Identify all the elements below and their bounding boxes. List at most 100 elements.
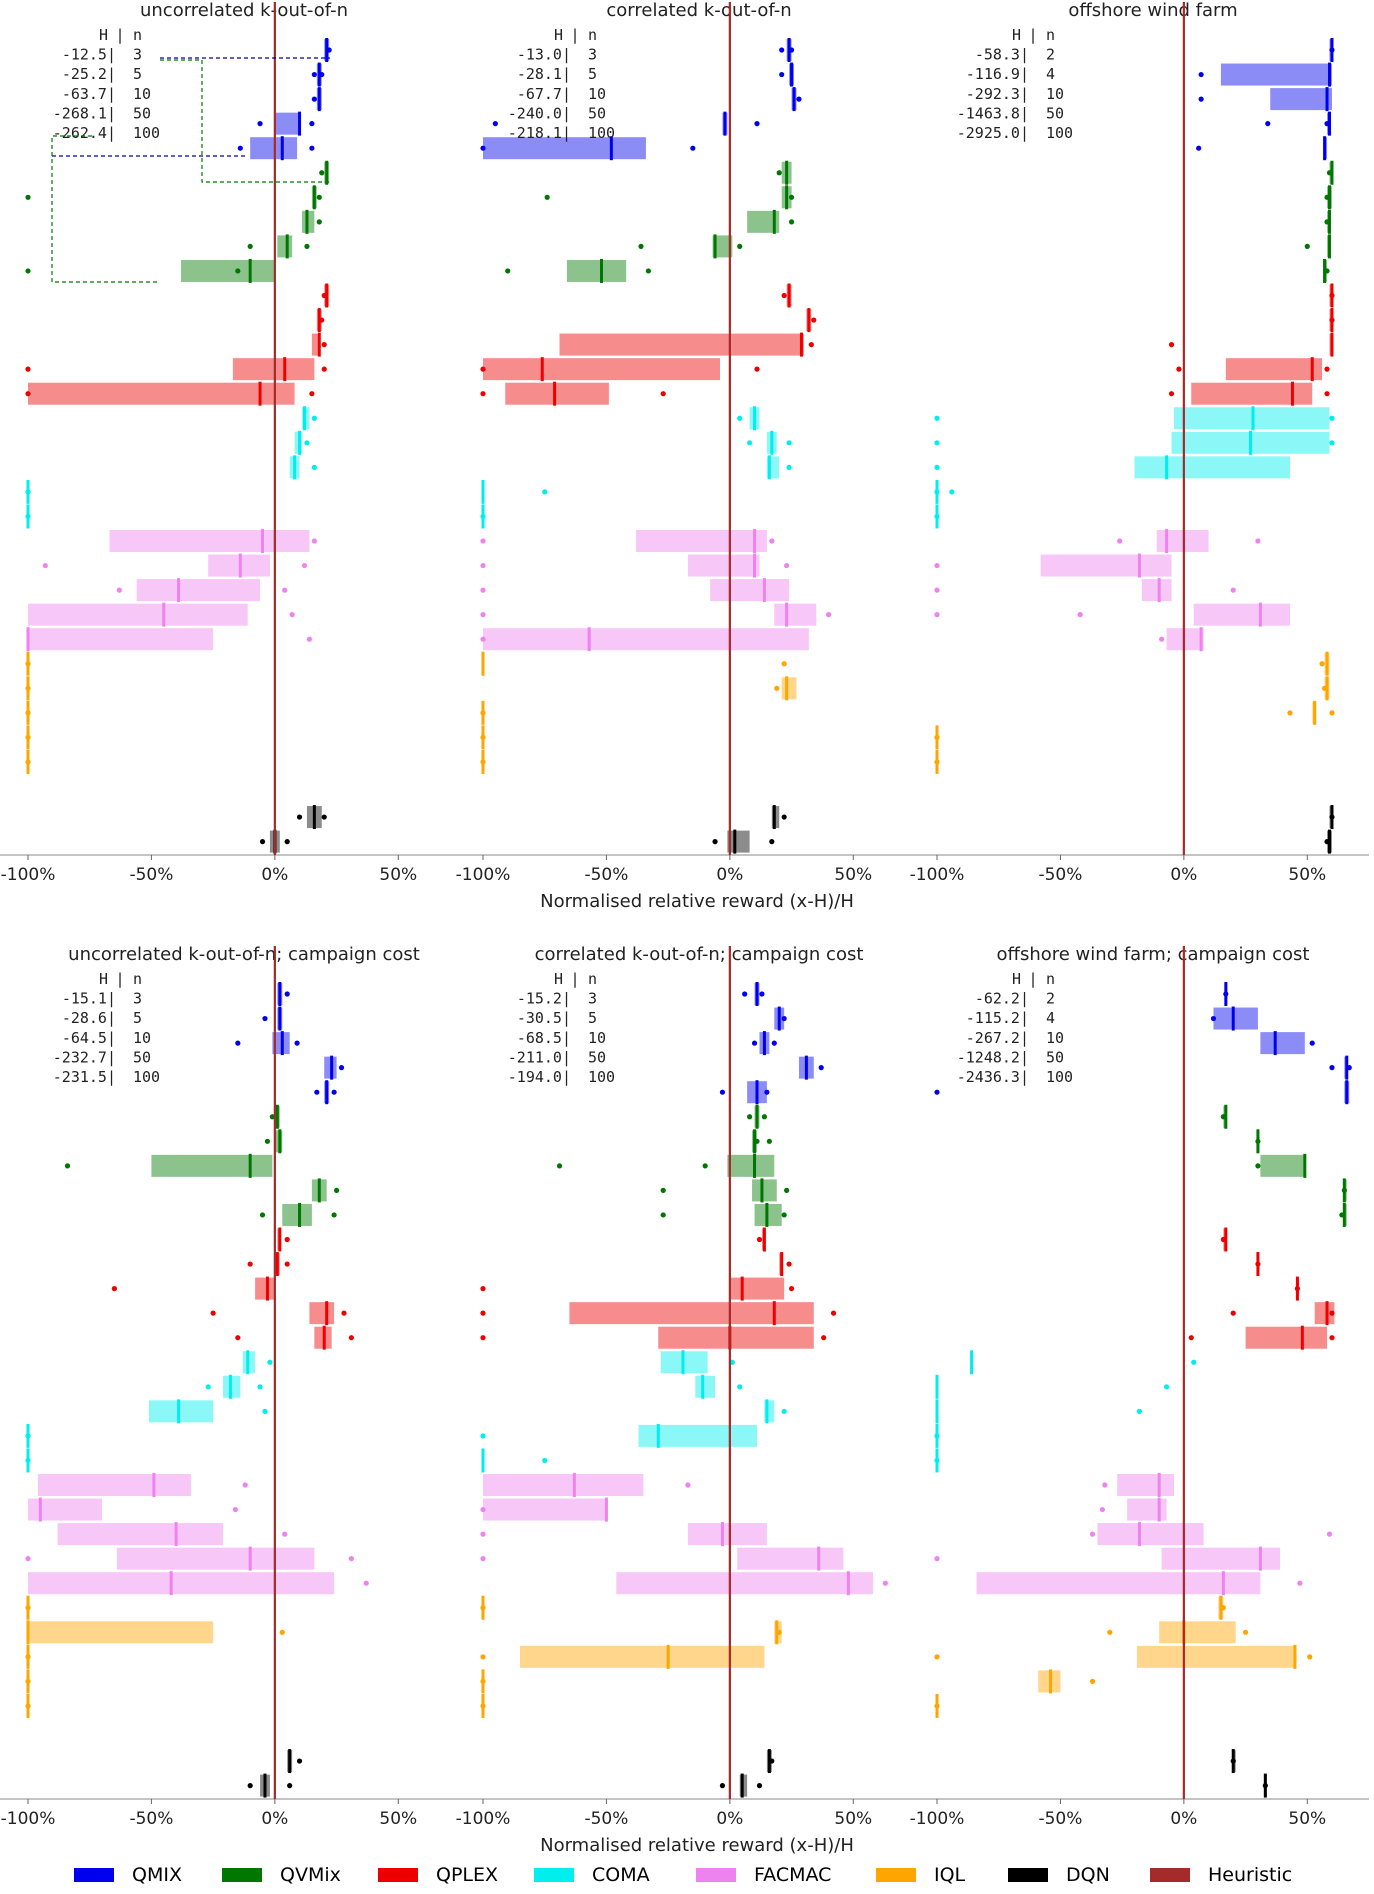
- outlier-point-qmix: [309, 121, 315, 127]
- outlier-point-iql: [1307, 1654, 1313, 1660]
- outlier-point-qmix: [1223, 991, 1229, 997]
- x-tick-label: -100%: [456, 865, 511, 885]
- box-iql: [28, 1621, 214, 1644]
- table-cell-h: -262.4|: [53, 124, 116, 142]
- panel-1: uncorrelated k-out-of-n -100% -50% 0% 50% H | n…: [0, 0, 460, 885]
- table-cell-h: -1248.2|: [957, 1048, 1029, 1066]
- outlier-point-qvmix: [638, 243, 644, 249]
- outlier-point-qmix: [1346, 1065, 1352, 1071]
- panel-title: correlated k-out-of-n; campaign cost: [535, 944, 864, 965]
- box-qvmix: [151, 1154, 273, 1177]
- panel-2: correlated k-out-of-n -100% -50% 0% 50% Norma…: [455, 0, 915, 912]
- outlier-point-qvmix: [1304, 243, 1310, 249]
- outlier-point-qplex: [480, 366, 486, 372]
- outlier-point-qmix: [1329, 47, 1335, 53]
- table-cell-h: -2925.0|: [957, 124, 1029, 142]
- box-facmac: [483, 628, 809, 651]
- outlier-point-qvmix: [645, 268, 651, 274]
- outlier-point-iql: [1321, 685, 1328, 691]
- outlier-point-qplex: [235, 1335, 241, 1341]
- table-cell-n: 5: [133, 1009, 142, 1027]
- outlier-point-coma: [1329, 440, 1335, 446]
- x-tick-label: 50%: [1288, 1809, 1326, 1829]
- table-header-h: H: [99, 970, 108, 988]
- box-facmac: [710, 579, 790, 602]
- outlier-point-qplex: [1220, 1236, 1226, 1243]
- x-tick-label: -100%: [910, 1809, 965, 1829]
- outlier-point-iql: [480, 734, 486, 741]
- outlier-point-qvmix: [788, 194, 795, 200]
- outlier-point-qvmix: [316, 194, 322, 200]
- dashed-connector-green: [160, 59, 330, 183]
- outlier-point-iql: [1242, 1629, 1249, 1635]
- outlier-point-coma: [737, 415, 743, 421]
- outlier-point-qvmix: [788, 219, 795, 225]
- outlier-point-qplex: [1188, 1335, 1194, 1341]
- outlier-point-iql: [480, 759, 486, 765]
- table-cell-n: 10: [1046, 85, 1064, 103]
- outlier-point-qmix: [262, 1015, 268, 1022]
- outlier-point-qplex: [321, 342, 327, 348]
- outlier-point-coma: [480, 513, 486, 520]
- outlier-point-iql: [25, 685, 31, 691]
- x-tick-label: -50%: [584, 865, 628, 885]
- x-axis-label: Normalised relative reward (x-H)/H: [540, 1835, 854, 1856]
- legend-swatch-iql: [876, 1868, 916, 1882]
- box-qplex: [505, 382, 609, 405]
- outlier-point-qmix: [771, 1040, 777, 1046]
- outlier-point-coma: [205, 1384, 211, 1390]
- box-facmac: [976, 1572, 1261, 1595]
- table-header-h: H: [1012, 26, 1021, 44]
- outlier-point-facmac: [1077, 612, 1083, 618]
- outlier-point-qplex: [781, 292, 787, 299]
- outlier-point-qplex: [786, 1261, 792, 1267]
- box-qplex: [309, 1302, 335, 1325]
- outlier-point-qmix: [742, 991, 748, 997]
- outlier-point-qplex: [1176, 366, 1182, 372]
- outlier-point-qmix: [1198, 96, 1204, 102]
- outlier-point-facmac: [1089, 1531, 1096, 1537]
- outlier-point-qvmix: [1324, 219, 1330, 225]
- outlier-point-iql: [25, 710, 31, 716]
- outlier-point-qmix: [1324, 121, 1330, 127]
- table-header-h: H: [554, 970, 563, 988]
- outlier-point-qplex: [788, 1286, 795, 1292]
- outlier-point-iql: [1107, 1629, 1113, 1635]
- outlier-point-facmac: [301, 562, 308, 569]
- outlier-point-qplex: [210, 1310, 216, 1316]
- dashed-connector-green-2: [51, 135, 160, 283]
- outlier-point-qvmix: [235, 268, 241, 274]
- outlier-point-qplex: [1329, 292, 1335, 299]
- table-cell-h: -15.2|: [517, 990, 571, 1008]
- table-cell-h: -2436.3|: [957, 1068, 1029, 1086]
- table-cell-h: -268.1|: [53, 104, 116, 122]
- outlier-point-qvmix: [660, 1187, 666, 1193]
- table-cell-n: 10: [133, 85, 151, 103]
- outlier-point-facmac: [769, 538, 775, 544]
- outlier-point-coma: [267, 1359, 273, 1365]
- legend-swatch-qplex: [378, 1868, 418, 1882]
- legend-label-qmix: QMIX: [132, 1864, 182, 1886]
- box-facmac: [57, 1523, 224, 1546]
- x-tick-label: 50%: [379, 865, 417, 885]
- box-qmix: [250, 137, 298, 160]
- table-cell-h: -218.1|: [508, 124, 571, 142]
- outlier-point-qplex: [480, 1310, 486, 1316]
- outlier-point-coma: [542, 1457, 548, 1464]
- box-qvmix: [1260, 1154, 1305, 1177]
- outlier-point-qplex: [25, 391, 31, 397]
- outlier-point-qvmix: [25, 194, 31, 200]
- box-facmac: [687, 1523, 767, 1546]
- box-qplex: [1225, 358, 1323, 381]
- table-header-sep: |: [1028, 26, 1037, 44]
- x-tick-label: 0%: [1170, 865, 1197, 885]
- x-tick-label: -50%: [584, 1809, 628, 1829]
- outlier-point-qmix: [257, 121, 263, 127]
- x-tick-label: -50%: [1038, 1809, 1082, 1829]
- outlier-point-qplex: [321, 366, 327, 372]
- box-qvmix: [712, 235, 733, 258]
- outlier-point-qplex: [480, 1286, 486, 1292]
- table-cell-h: -28.1|: [517, 65, 571, 83]
- table-cell-n: 5: [133, 65, 142, 83]
